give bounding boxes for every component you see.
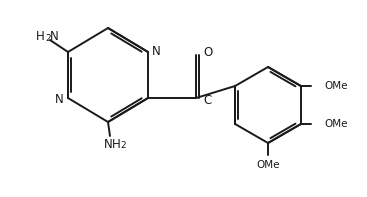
Text: OMe: OMe (324, 81, 348, 91)
Text: H: H (112, 138, 120, 151)
Text: O: O (203, 46, 212, 59)
Text: H: H (36, 30, 44, 43)
Text: 2: 2 (120, 141, 126, 151)
Text: C: C (203, 94, 211, 107)
Text: 2: 2 (45, 33, 51, 43)
Text: N: N (55, 93, 64, 106)
Text: OMe: OMe (324, 119, 348, 129)
Text: OMe: OMe (256, 160, 280, 170)
Text: N: N (152, 45, 161, 58)
Text: N: N (103, 138, 112, 151)
Text: N: N (50, 30, 58, 43)
